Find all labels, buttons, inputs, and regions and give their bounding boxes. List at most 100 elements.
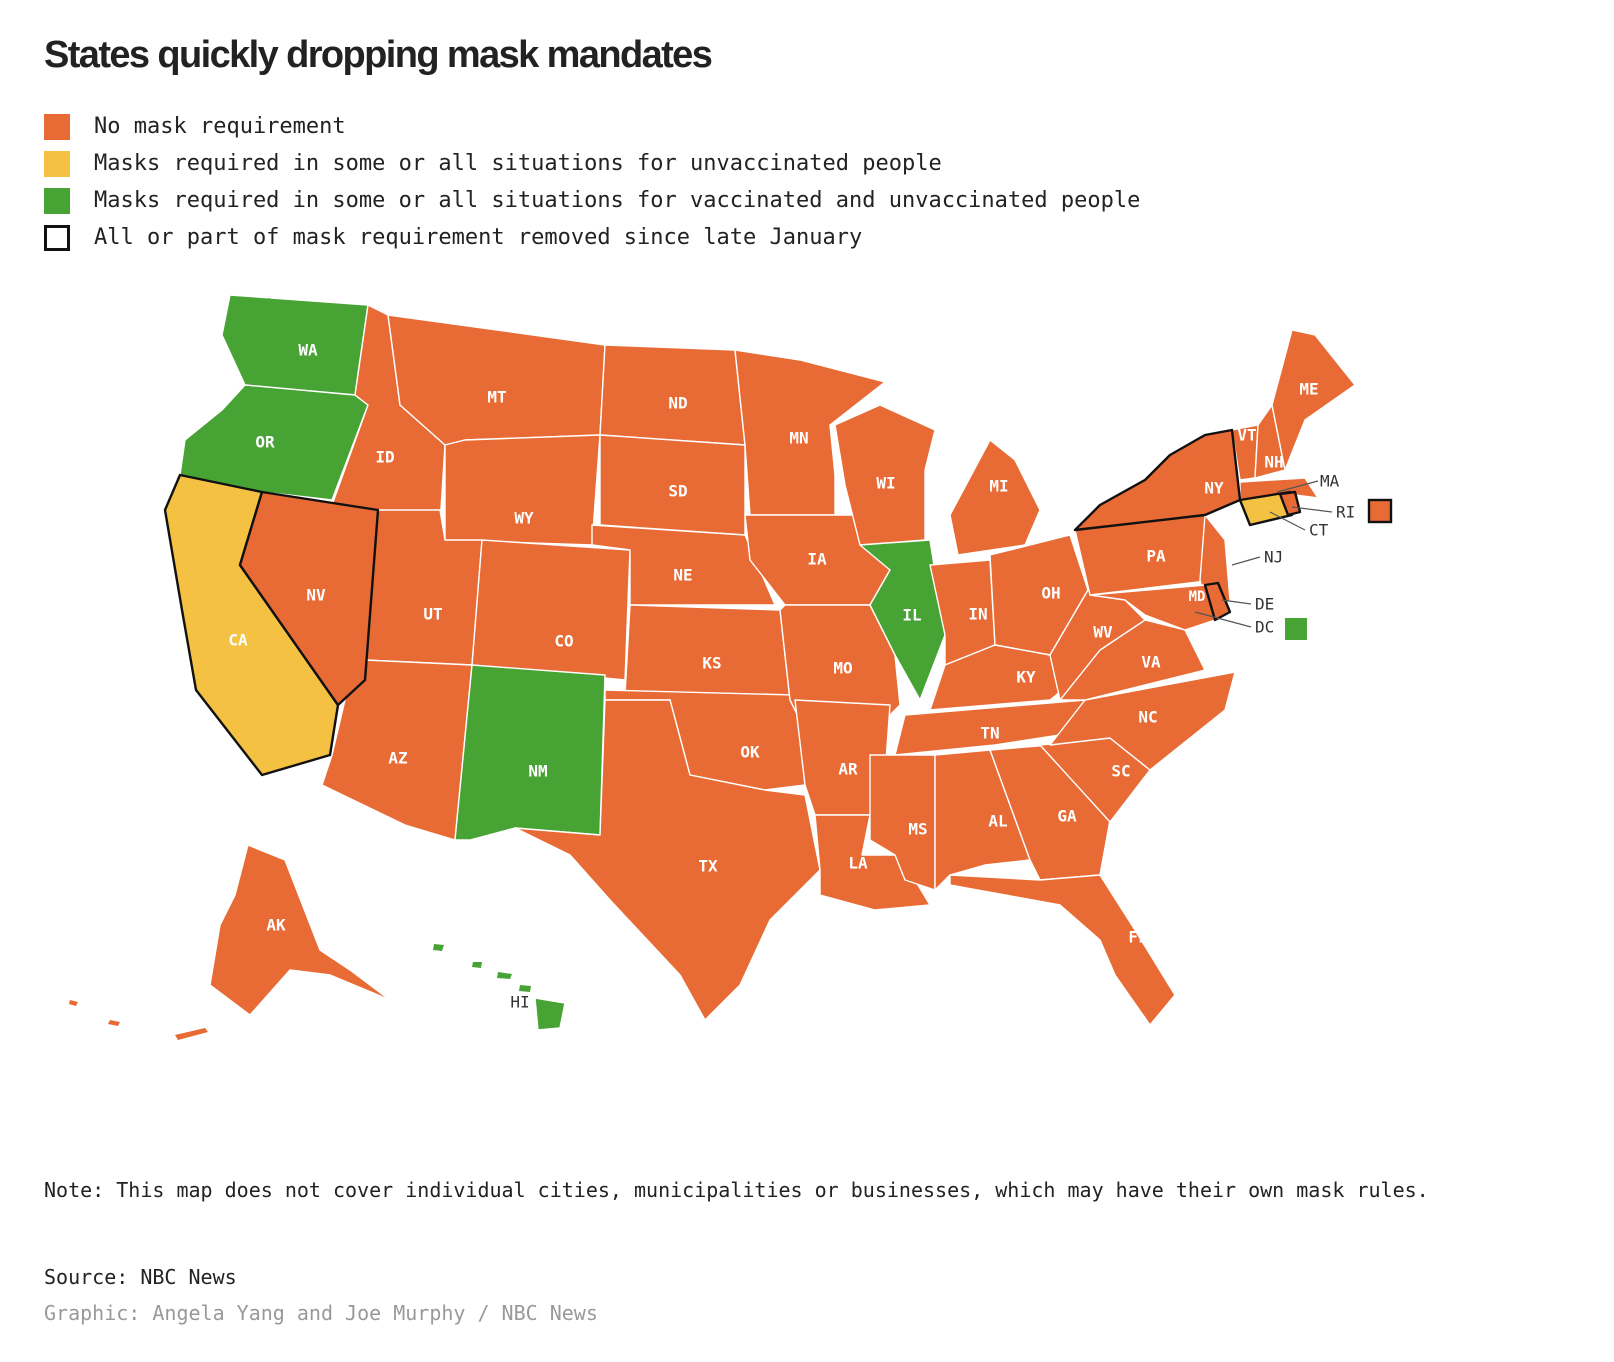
state-label-ga: GA — [1057, 807, 1077, 826]
state-label-mt: MT — [487, 388, 506, 407]
callout-leader-nj — [1231, 556, 1261, 566]
state-tn — [894, 699, 1086, 756]
legend-item-changed: All or part of mask requirement removed … — [44, 219, 1140, 256]
legend: No mask requirement Masks required in so… — [44, 108, 1140, 256]
state-label-ct: CT — [1309, 521, 1329, 540]
us-map: WA OR CA NV ID MT WY UT CO AZ NM ND SD NE KS OK TX MN IA MO… — [69, 294, 1393, 1040]
state-mn — [734, 349, 886, 516]
state-wa-island — [266, 298, 275, 325]
state-label-ne: NE — [673, 566, 692, 585]
state-label-ny: NY — [1204, 479, 1224, 498]
state-label-il: IL — [902, 606, 921, 625]
legend-label: Masks required in some or all situations… — [94, 151, 942, 176]
callout-leader-ri — [1291, 506, 1333, 513]
state-wa — [221, 294, 369, 396]
note-text: Note: This map does not cover individual… — [44, 1178, 1429, 1202]
state-label-hi: HI — [510, 993, 529, 1012]
state-hi-island — [497, 972, 512, 979]
state-label-tx: TX — [698, 857, 718, 876]
state-ri — [1278, 490, 1302, 517]
state-co — [471, 539, 631, 681]
state-label-sc: SC — [1111, 762, 1130, 781]
state-mi — [949, 439, 1041, 556]
state-label-ca: CA — [228, 631, 248, 650]
state-label-az: AZ — [388, 749, 408, 768]
state-label-nj: NJ — [1264, 548, 1283, 567]
state-label-de: DE — [1255, 595, 1274, 614]
state-label-in: IN — [968, 605, 987, 624]
state-nm — [454, 664, 606, 841]
chart-title: States quickly dropping mask mandates — [44, 34, 713, 76]
state-me — [1271, 329, 1356, 471]
callout-leader-ma — [1276, 480, 1319, 493]
state-label-wy: WY — [514, 509, 534, 528]
state-label-nc: NC — [1138, 708, 1157, 727]
state-label-va: VA — [1141, 653, 1161, 672]
state-wi — [834, 404, 936, 546]
state-label-oh: OH — [1041, 584, 1060, 603]
state-fl — [949, 874, 1176, 1026]
state-de — [1203, 581, 1232, 622]
state-label-ak: AK — [266, 916, 286, 935]
legend-swatch-all — [44, 187, 70, 214]
state-la — [814, 814, 931, 911]
state-label-al: AL — [988, 812, 1007, 831]
state-hi-island — [472, 962, 482, 968]
legend-label: No mask requirement — [94, 114, 346, 139]
source-text: Source: NBC News — [44, 1265, 237, 1289]
legend-item-all: Masks required in some or all situations… — [44, 182, 1140, 219]
state-label-ms: MS — [908, 820, 927, 839]
state-label-id: ID — [375, 448, 394, 467]
state-tx — [514, 699, 821, 1021]
state-label-mn: MN — [789, 429, 808, 448]
state-ak-island — [69, 1000, 78, 1006]
state-box-dc — [1285, 618, 1307, 640]
state-nv — [238, 490, 380, 707]
state-label-pa: PA — [1146, 547, 1166, 566]
state-label-nd: ND — [668, 394, 687, 413]
state-ny — [1073, 428, 1242, 532]
legend-swatch-changed — [44, 224, 70, 251]
callout-leader-dc — [1194, 611, 1252, 628]
state-wv — [1049, 589, 1146, 701]
state-label-wi: WI — [876, 474, 895, 493]
state-label-nm: NM — [528, 762, 547, 781]
state-label-ia: IA — [807, 550, 827, 569]
state-label-tn: TN — [980, 724, 999, 743]
state-label-sd: SD — [668, 482, 687, 501]
state-label-or: OR — [255, 433, 275, 452]
state-label-vt: VT — [1237, 426, 1256, 445]
state-box-ri — [1367, 498, 1393, 524]
state-hi-island — [519, 985, 531, 992]
credit-text: Graphic: Angela Yang and Joe Murphy / NB… — [44, 1301, 598, 1325]
state-ak-island — [108, 1020, 120, 1026]
state-label-ri: RI — [1336, 503, 1355, 522]
legend-item-no-requirement: No mask requirement — [44, 108, 1140, 145]
state-label-mo: MO — [833, 659, 852, 678]
state-hi-island — [433, 944, 444, 951]
state-label-ks: KS — [702, 654, 721, 673]
state-label-co: CO — [554, 632, 573, 651]
state-ak — [209, 844, 391, 1016]
state-il — [859, 539, 946, 701]
state-hi — [534, 997, 566, 1031]
state-wy — [444, 434, 601, 546]
legend-item-unvaccinated: Masks required in some or all situations… — [44, 145, 1140, 182]
state-label-ar: AR — [838, 760, 858, 779]
state-label-fl: FL — [1128, 928, 1147, 947]
state-label-me: ME — [1299, 380, 1318, 399]
legend-label: Masks required in some or all situations… — [94, 188, 1141, 213]
state-label-md: MD — [1189, 589, 1206, 605]
legend-swatch-no-requirement — [44, 113, 70, 140]
state-label-ky: KY — [1016, 668, 1036, 687]
state-ak-island — [175, 1028, 208, 1040]
state-label-nv: NV — [306, 586, 326, 605]
state-label-nh: NH — [1264, 453, 1283, 472]
legend-label: All or part of mask requirement removed … — [94, 225, 863, 250]
state-label-la: LA — [848, 854, 868, 873]
state-ks — [624, 604, 791, 701]
legend-swatch-unvaccinated — [44, 150, 70, 177]
state-label-ut: UT — [423, 605, 442, 624]
callout-leader-ct — [1269, 511, 1306, 531]
state-label-ma: MA — [1320, 472, 1340, 491]
